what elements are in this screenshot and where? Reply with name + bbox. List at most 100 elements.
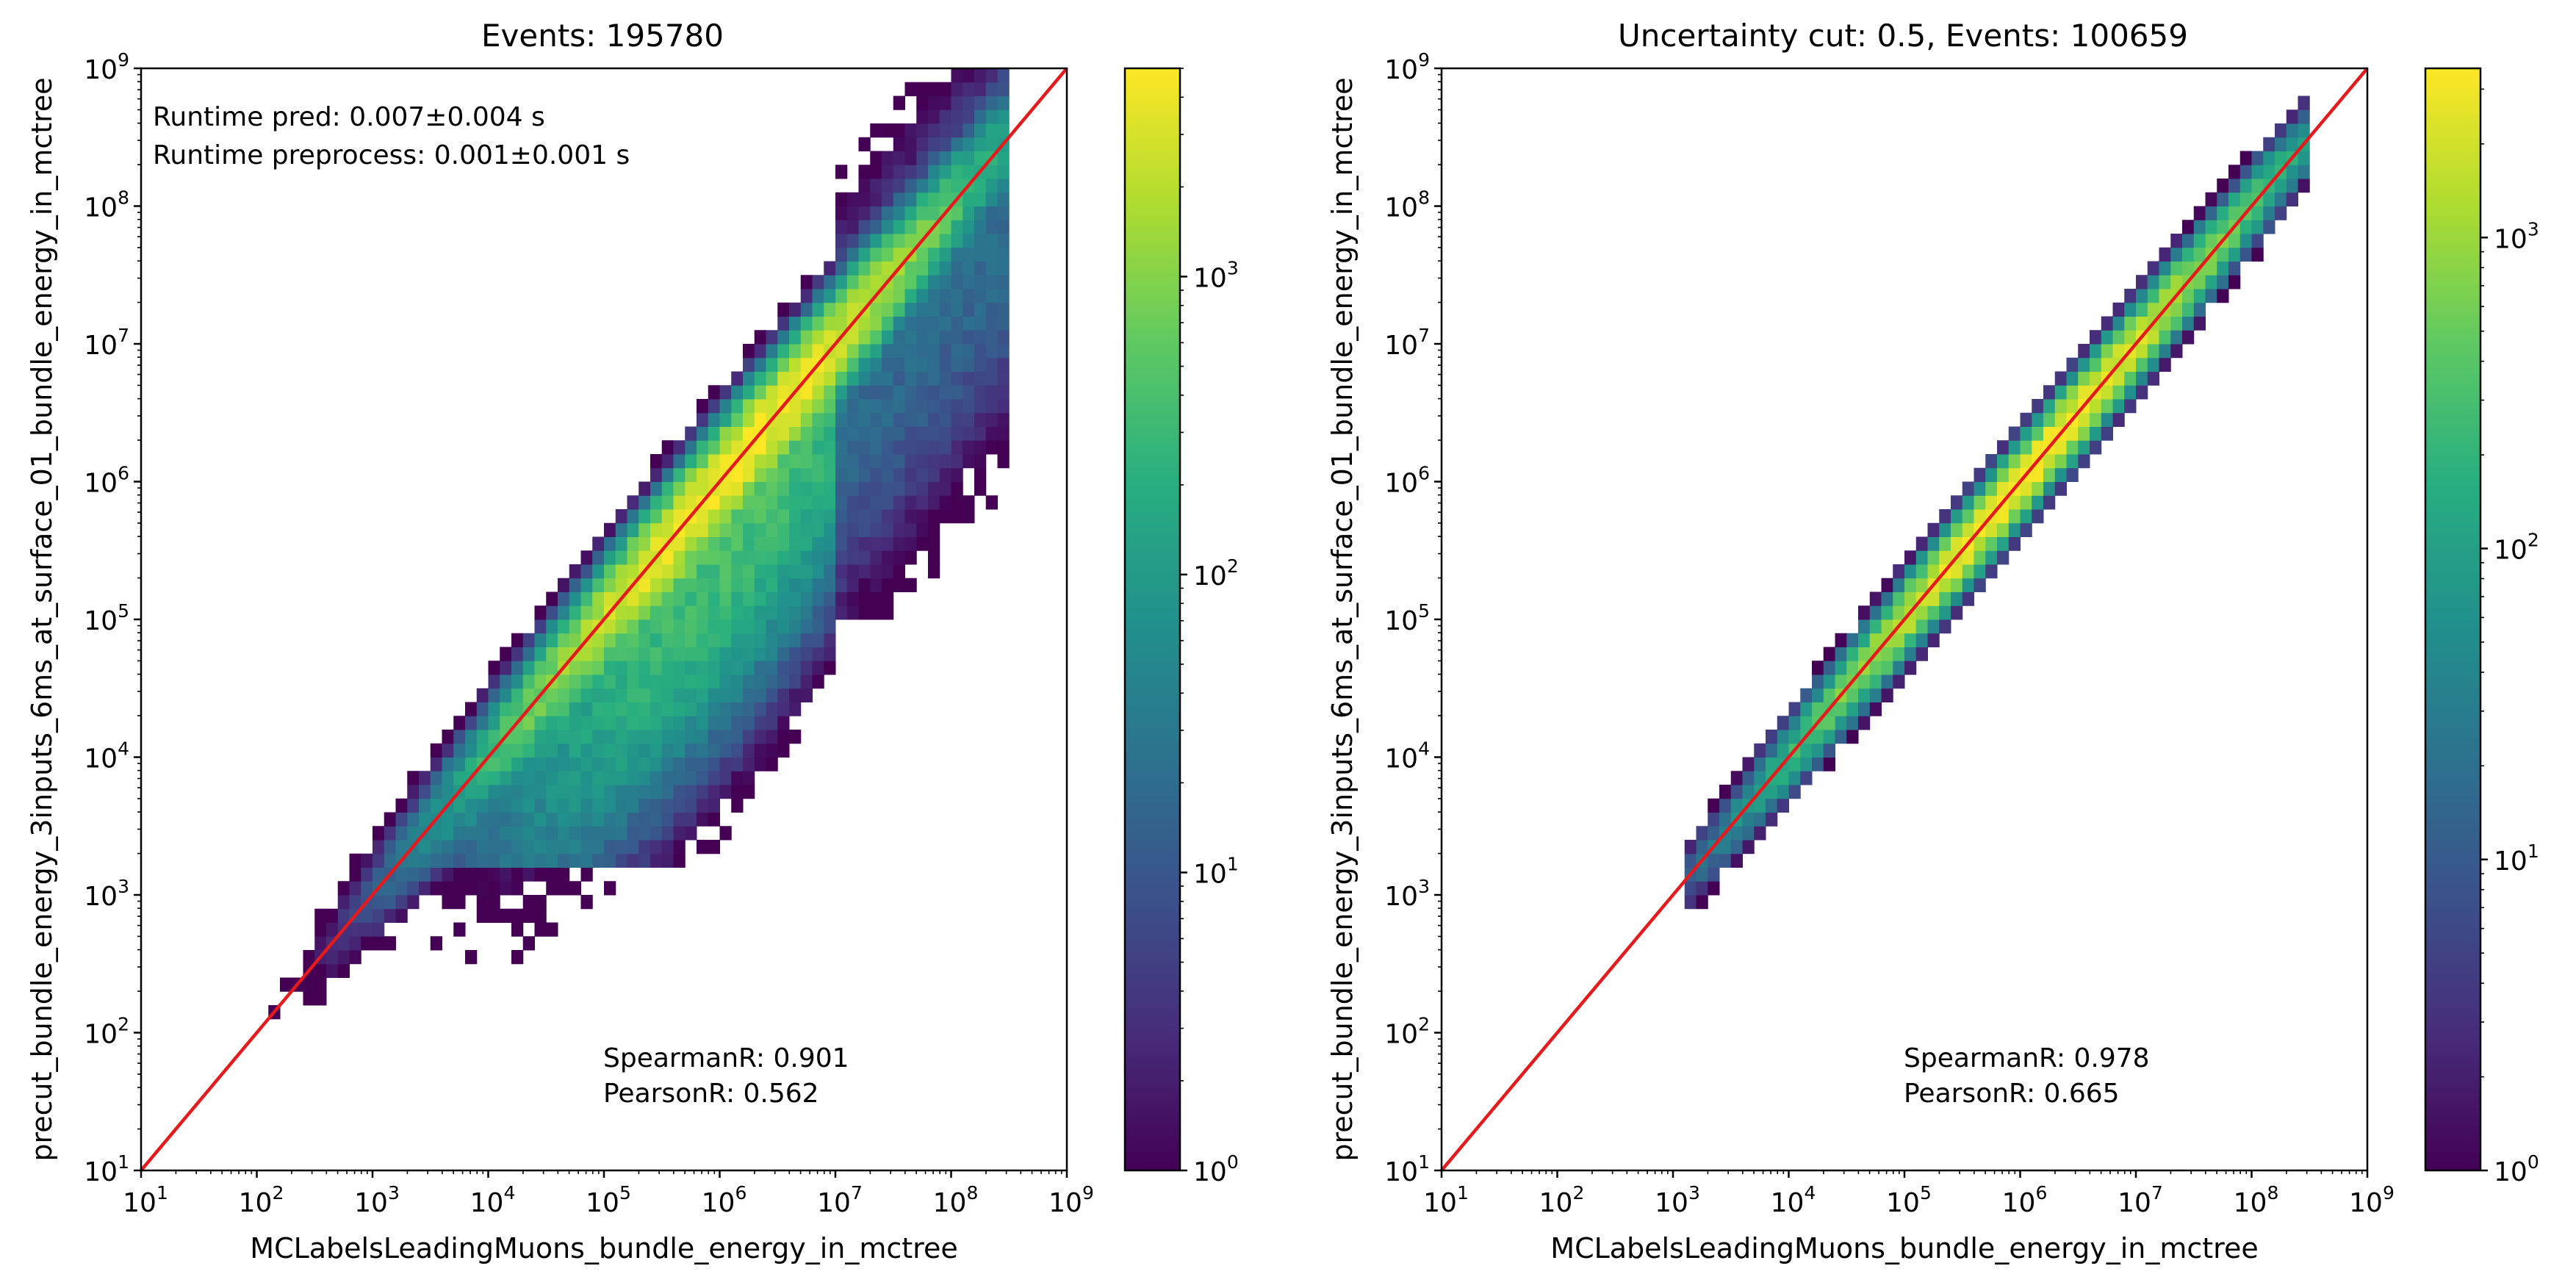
heatmap-cell (1915, 647, 1928, 661)
heatmap-cell (546, 591, 558, 606)
heatmap-cell (835, 371, 848, 386)
heatmap-cell (951, 289, 963, 303)
heatmap-cell (708, 385, 720, 400)
heatmap-cell (939, 385, 951, 400)
heatmap-cell (824, 385, 836, 400)
heatmap-cell (951, 412, 963, 427)
heatmap-cell (928, 495, 940, 510)
heatmap-cell (1951, 578, 1963, 592)
y-tick-label: 107 (1384, 325, 1430, 361)
heatmap-cell (858, 481, 871, 496)
heatmap-cell (488, 908, 500, 923)
heatmap-cell (2124, 302, 2137, 317)
heatmap-cell (511, 812, 524, 827)
heatmap-cell (708, 426, 720, 441)
heatmap-cell (858, 206, 871, 220)
heatmap-cell (2066, 371, 2079, 386)
heatmap-cell (1881, 605, 1893, 620)
heatmap-cell (685, 647, 697, 661)
heatmap-cell (846, 536, 859, 551)
heatmap-cell (476, 730, 489, 744)
heatmap-cell (650, 826, 663, 841)
heatmap-cell (511, 688, 524, 702)
heatmap-cell (904, 385, 917, 400)
heatmap-cell (2147, 371, 2159, 386)
x-axis-label-left: MCLabelsLeadingMuons_bundle_energy_in_mc… (250, 1232, 957, 1264)
heatmap-cell (766, 674, 778, 689)
heatmap-cell (743, 619, 755, 634)
heatmap-cell (697, 743, 709, 758)
heatmap-cell (916, 454, 929, 469)
heatmap-cell (627, 771, 639, 785)
heatmap-cell (534, 771, 547, 785)
heatmap-cell (812, 509, 824, 524)
heatmap-cell (697, 730, 709, 744)
heatmap-cell (697, 702, 709, 716)
heatmap-cell (453, 840, 466, 855)
heatmap-cell (985, 495, 998, 510)
heatmap-cell (719, 454, 732, 469)
heatmap-cell (1869, 605, 1882, 620)
heatmap-cell (963, 371, 975, 386)
heatmap-cell (904, 412, 917, 427)
heatmap-cell (661, 467, 674, 482)
heatmap-cell (500, 853, 512, 868)
heatmap-cell (963, 192, 975, 206)
heatmap-cell (963, 509, 975, 524)
heatmap-cell (731, 467, 744, 482)
heatmap-cell (2032, 509, 2044, 524)
heatmap-cell (858, 399, 871, 414)
heatmap-cell (743, 605, 755, 620)
heatmap-cell (997, 426, 1010, 441)
heatmap-cell (719, 605, 732, 620)
heatmap-cell (835, 536, 848, 551)
heatmap-cell (638, 619, 651, 634)
heatmap-cell (2124, 371, 2137, 386)
heatmap-cell (997, 179, 1010, 193)
heatmap-cell (870, 399, 882, 414)
heatmap-cell (754, 716, 766, 730)
heatmap-cell (882, 591, 894, 606)
heatmap-cell (777, 661, 790, 675)
heatmap-cell (963, 234, 975, 248)
heatmap-cell (766, 647, 778, 661)
heatmap-cell (1754, 771, 1766, 785)
heatmap-cell (882, 385, 894, 400)
heatmap-cell (812, 495, 824, 510)
heatmap-cell (627, 495, 639, 510)
panel-left: Events: 195780 101 102 103 104 105 106 107 108 1… (26, 18, 1239, 1264)
heatmap-cell (685, 495, 697, 510)
heatmap-cell (916, 206, 929, 220)
heatmap-cell (985, 289, 998, 303)
heatmap-cell (580, 550, 593, 565)
heatmap-cell (835, 357, 848, 372)
heatmap-cell (569, 578, 581, 592)
heatmap-cell (1858, 633, 1871, 647)
heatmap-cell (939, 399, 951, 414)
heatmap-cell (697, 757, 709, 771)
heatmap-cell (928, 109, 940, 124)
heatmap-cell (858, 220, 871, 234)
heatmap-cell (522, 688, 535, 702)
heatmap-cell (650, 578, 663, 592)
heatmap-cell (731, 440, 744, 455)
x-tick-label: 105 (586, 1182, 631, 1218)
heatmap-cell (951, 261, 963, 276)
heatmap-cell (846, 206, 859, 220)
heatmap-cell (2054, 481, 2067, 496)
heatmap-cell (928, 234, 940, 248)
heatmap-cell (615, 536, 627, 551)
heatmap-cell (1812, 688, 1824, 702)
heatmap-cell (2124, 385, 2137, 400)
heatmap-cell (373, 867, 385, 882)
heatmap-cell (882, 179, 894, 193)
heatmap-cell (569, 688, 581, 702)
heatmap-cell (1904, 661, 1917, 675)
heatmap-cell (2239, 151, 2252, 165)
heatmap-cell (326, 908, 339, 923)
heatmap-cell (650, 536, 663, 551)
heatmap-cell (858, 440, 871, 455)
y-tick-label: 106 (84, 463, 129, 499)
heatmap-cell (1846, 688, 1859, 702)
heatmap-cell (870, 316, 882, 331)
